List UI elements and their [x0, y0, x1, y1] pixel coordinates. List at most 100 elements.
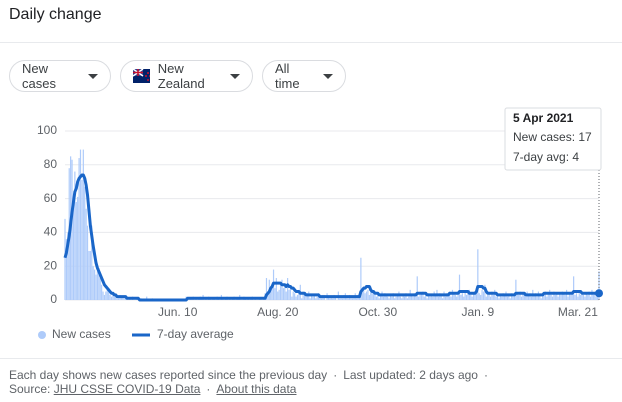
range-dropdown[interactable]: All time: [262, 60, 346, 92]
bar: [309, 298, 311, 300]
bar: [478, 293, 480, 300]
bar: [313, 294, 315, 300]
bar: [556, 293, 558, 300]
about-link[interactable]: About this data: [216, 382, 297, 396]
x-tick-label: Mar. 21: [558, 305, 598, 319]
bar: [109, 294, 111, 300]
bar: [463, 296, 465, 300]
bar: [101, 284, 103, 300]
bar: [439, 293, 441, 300]
bar: [494, 289, 496, 300]
bar: [467, 293, 469, 300]
bar: [277, 291, 279, 300]
bar: [110, 296, 113, 300]
tooltip-row: New cases: 17: [513, 130, 592, 144]
bar: [516, 293, 518, 300]
bar: [547, 293, 549, 300]
x-tick-label: Oct. 30: [358, 305, 397, 319]
bar: [480, 294, 482, 300]
bar: [464, 291, 466, 300]
bar: [450, 296, 452, 300]
y-tick-label: 20: [44, 258, 58, 272]
bar: [471, 296, 473, 300]
y-tick-label: 40: [44, 225, 58, 239]
bar: [330, 296, 332, 300]
metric-dropdown[interactable]: New cases: [9, 60, 111, 92]
bar: [437, 296, 439, 300]
bar: [434, 294, 437, 300]
bar: [474, 291, 476, 300]
location-dropdown[interactable]: New Zealand: [120, 60, 253, 92]
bar: [267, 291, 269, 300]
bar: [496, 293, 499, 300]
note: Each day shows new cases reported since …: [9, 368, 328, 382]
bar: [411, 294, 413, 300]
bar: [580, 294, 582, 300]
bar: [113, 296, 115, 300]
bar: [511, 293, 513, 300]
bar: [491, 291, 493, 300]
bar: [453, 293, 455, 300]
bar: [67, 232, 69, 300]
bar: [380, 294, 382, 300]
bar: [484, 284, 486, 300]
bar: [432, 296, 434, 300]
bar: [270, 289, 272, 300]
bar: [502, 293, 504, 300]
bar: [99, 278, 101, 300]
bar: [596, 294, 599, 300]
bar: [533, 294, 535, 300]
bar: [401, 298, 403, 300]
legend-label: New cases: [52, 327, 111, 341]
bar: [385, 294, 387, 300]
bar: [289, 288, 292, 300]
bar: [595, 296, 597, 300]
chart: 0 20 40 60 80 100 Jun. 10 Aug. 20 Oct. 30 Jan. 9 M…: [37, 107, 603, 341]
bar: [487, 294, 489, 300]
legend-marker: [38, 331, 46, 339]
bar: [413, 293, 416, 300]
bar: [468, 289, 470, 300]
bar: [571, 291, 573, 300]
caret: [88, 73, 98, 79]
bar: [310, 294, 313, 300]
bar: [509, 298, 511, 300]
bar: [415, 294, 417, 300]
bar: [327, 296, 330, 300]
tooltip-value: 17: [578, 130, 592, 144]
bar: [284, 284, 286, 300]
bar: [86, 225, 89, 300]
bar: [320, 298, 323, 300]
bar: [518, 294, 520, 300]
bar: [77, 196, 79, 300]
bar: [598, 271, 600, 300]
bar: [481, 289, 483, 300]
bar: [291, 296, 293, 300]
bar: [108, 291, 110, 300]
bar: [440, 294, 442, 300]
bar: [568, 293, 571, 300]
bar: [292, 291, 294, 300]
bar: [85, 208, 87, 300]
bar: [285, 291, 287, 300]
bar: [429, 296, 431, 300]
bar: [582, 294, 585, 300]
x-tick-label: Jun. 10: [158, 305, 198, 319]
tooltip-value: 4: [572, 150, 579, 164]
bar: [561, 291, 563, 300]
bar: [406, 298, 408, 300]
bar: [122, 296, 124, 300]
bar: [312, 296, 314, 300]
dropdown-label: New cases: [22, 61, 56, 91]
x-tick-label: Jan. 9: [461, 305, 494, 319]
source-link[interactable]: JHU CSSE COVID-19 Data: [53, 382, 201, 396]
bar: [403, 296, 406, 300]
bar: [427, 293, 430, 300]
bar: [575, 293, 578, 300]
bar: [540, 298, 542, 300]
bar: [358, 296, 361, 300]
bar: [451, 289, 454, 300]
x-tick-label: Aug. 20: [257, 305, 299, 319]
last-updated: Last updated: 2 days ago: [343, 368, 478, 382]
